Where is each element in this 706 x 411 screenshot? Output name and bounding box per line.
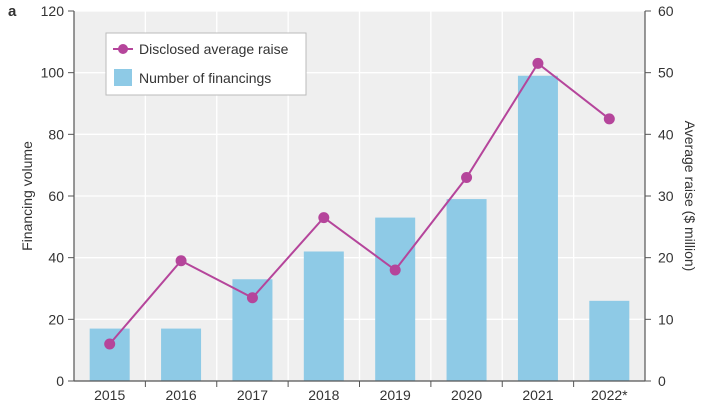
y-tick-label-right: 0	[658, 373, 666, 389]
bar	[446, 199, 487, 381]
line-point	[603, 113, 615, 125]
bar	[89, 328, 130, 381]
bar	[303, 251, 344, 381]
line-point	[461, 172, 473, 183]
y-tick-label-left: 80	[48, 126, 64, 142]
y-tick-label-left: 0	[56, 373, 64, 389]
series-line	[108, 61, 610, 345]
x-tick-label: 2018	[308, 387, 339, 403]
legend-line-label: Disclosed average raise	[139, 41, 289, 57]
y-tick-label-right: 60	[658, 3, 674, 19]
legend-bar-swatch	[114, 69, 132, 86]
panel-label: a	[8, 3, 17, 20]
y-tick-label-right: 30	[658, 188, 674, 204]
line-point	[175, 255, 187, 267]
line-point	[318, 212, 330, 224]
legend-bar-label: Number of financings	[139, 70, 271, 86]
y-tick-label-left: 40	[48, 250, 64, 266]
axes: 0 20 40 60 80 100 120 0 10 20 30 40 50 60 2015 2016 2017…	[41, 3, 674, 403]
legend-line-marker	[118, 44, 128, 54]
x-tick-label: 2019	[380, 387, 411, 403]
line-point	[532, 57, 544, 69]
y-tick-label-right: 40	[658, 126, 674, 142]
line-point	[389, 264, 401, 276]
line-point	[104, 338, 116, 350]
y-tick-label-left: 20	[48, 311, 64, 327]
y-axis-label-right: Average raise ($ million)	[682, 121, 698, 272]
y-tick-label-left: 100	[41, 65, 65, 81]
x-tick-label: 2015	[94, 387, 125, 403]
line-series	[104, 57, 615, 350]
line-point	[246, 292, 258, 304]
y-tick-label-right: 10	[658, 311, 674, 327]
bar	[589, 300, 630, 381]
y-tick-label-left: 120	[41, 3, 65, 19]
y-tick-label-right: 50	[658, 65, 674, 81]
legend-box	[105, 32, 307, 96]
bar	[517, 75, 558, 381]
legend: Disclosed average raise Number of financ…	[105, 32, 307, 96]
x-tick-label: 2020	[451, 387, 482, 403]
x-tick-label: 2016	[165, 387, 196, 403]
x-tick-label: 2021	[522, 387, 553, 403]
x-tick-label: 2017	[237, 387, 268, 403]
y-tick-label-left: 60	[48, 188, 64, 204]
bar	[375, 217, 416, 381]
y-tick-label-right: 20	[658, 250, 674, 266]
x-tick-label: 2022*	[591, 387, 628, 403]
bar	[161, 328, 202, 381]
bar-series	[89, 75, 630, 381]
y-axis-label-left: Financing volume	[19, 141, 35, 251]
